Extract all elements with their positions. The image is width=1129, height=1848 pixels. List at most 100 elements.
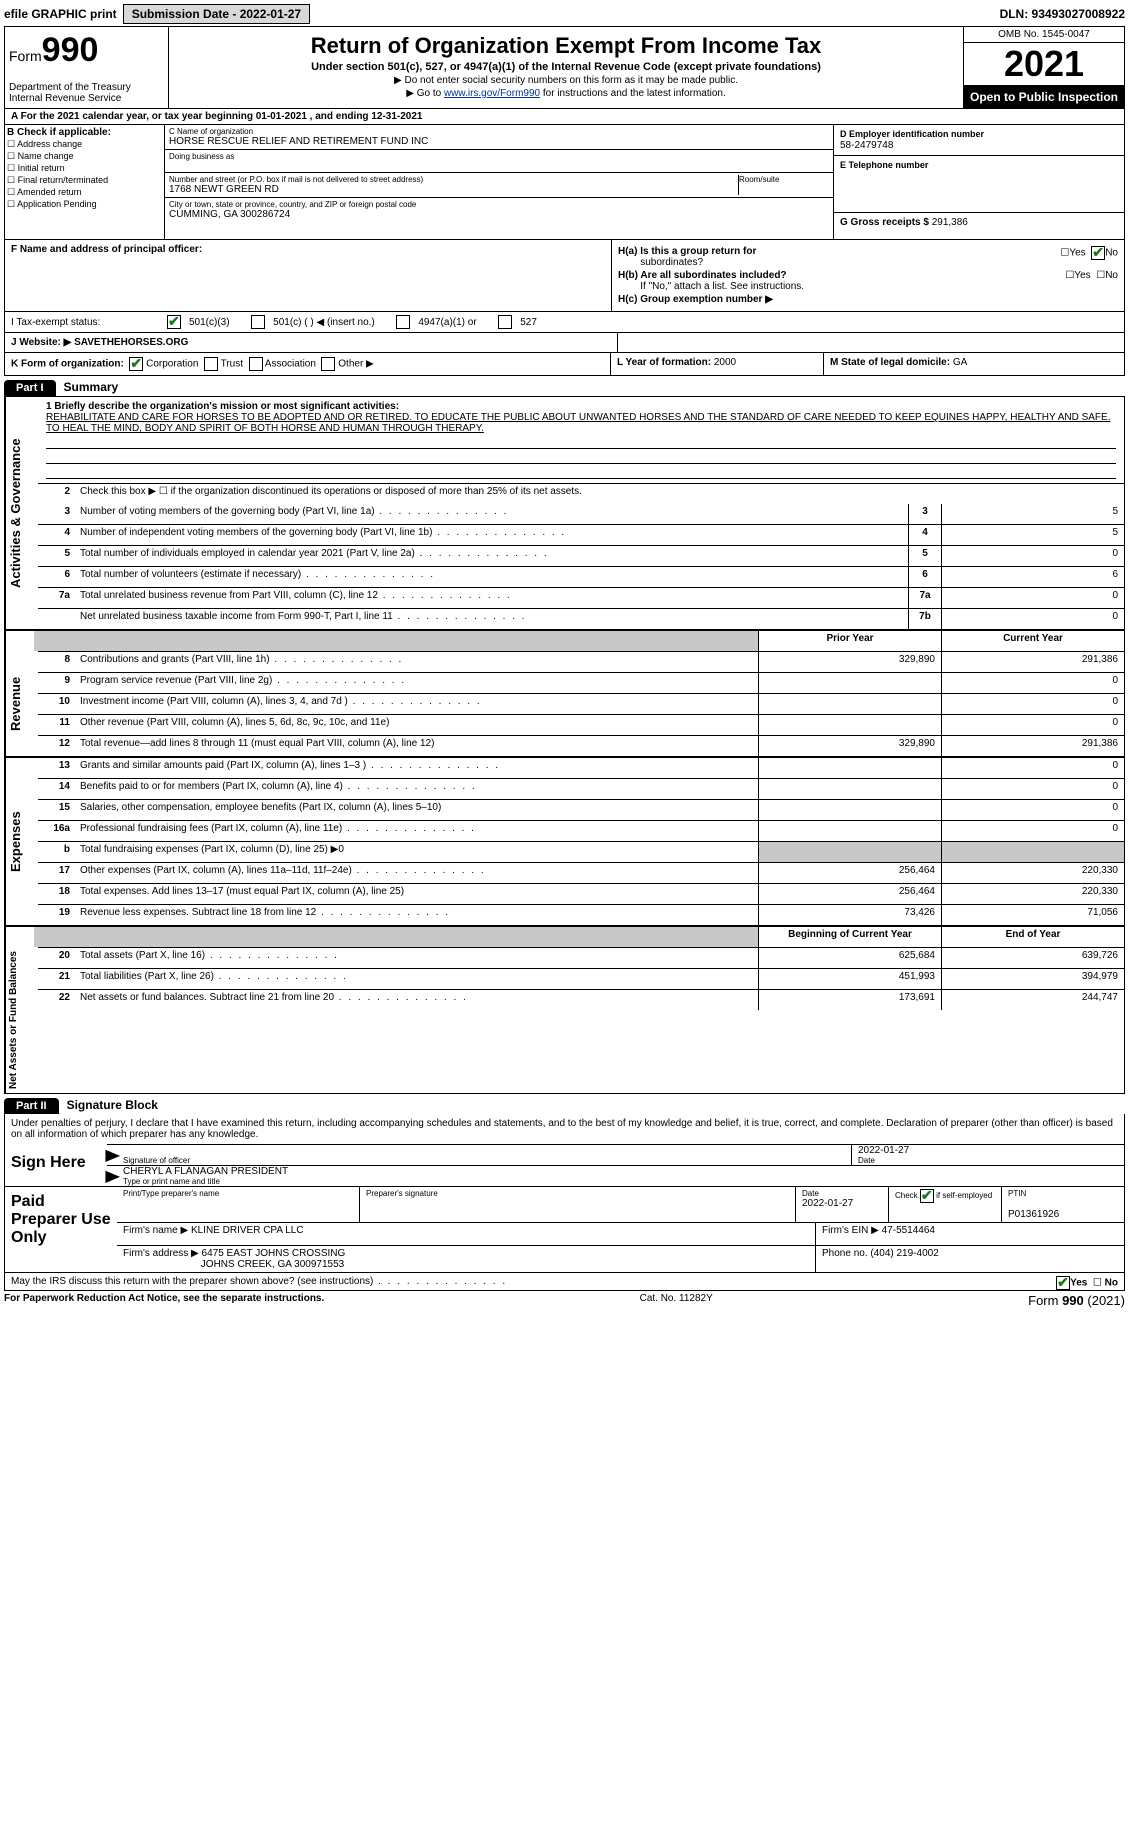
- footer-mid: Cat. No. 11282Y: [640, 1293, 713, 1308]
- officer-group-block: F Name and address of principal officer:…: [4, 240, 1125, 312]
- chk-4947[interactable]: [396, 315, 410, 329]
- h-c: H(c) Group exemption number ▶: [618, 294, 1118, 305]
- opt-assoc: Association: [265, 359, 316, 370]
- part2-title: Signature Block: [67, 1098, 158, 1112]
- c15: 0: [941, 800, 1124, 820]
- ha-no: No: [1105, 248, 1118, 259]
- l-label: L Year of formation:: [617, 357, 714, 368]
- hdr-curr: Current Year: [941, 631, 1124, 651]
- val-4: 5: [941, 525, 1124, 545]
- line-2: Check this box ▶ ☐ if the organization d…: [76, 484, 1124, 504]
- ein-value: 58-2479748: [840, 140, 893, 151]
- part1-badge: Part I: [4, 380, 56, 396]
- irs-link[interactable]: www.irs.gov/Form990: [444, 88, 540, 99]
- phone-label: E Telephone number: [840, 160, 928, 170]
- ptin-value: P01361926: [1008, 1209, 1059, 1220]
- line-11: Other revenue (Part VIII, column (A), li…: [76, 715, 758, 735]
- gross-label: G Gross receipts $: [840, 217, 932, 228]
- ha-text1: H(a) Is this a group return for: [618, 246, 756, 257]
- c21: 394,979: [941, 969, 1124, 989]
- sig-date: 2022-01-27: [858, 1145, 909, 1156]
- part1-title: Summary: [64, 380, 119, 394]
- mission-text: REHABILITATE AND CARE FOR HORSES TO BE A…: [46, 412, 1111, 434]
- opt-0: Address change: [17, 139, 82, 149]
- website-row: J Website: ▶ SAVETHEHORSES.ORG: [4, 333, 1125, 353]
- chk-trust[interactable]: [204, 357, 218, 371]
- paid-preparer-block: Paid Preparer Use Only Print/Type prepar…: [4, 1187, 1125, 1273]
- m-label: M State of legal domicile:: [830, 357, 953, 368]
- chk-527[interactable]: [498, 315, 512, 329]
- rule-3: [46, 464, 1116, 479]
- hb-no[interactable]: No: [1105, 270, 1118, 281]
- hdr-end: End of Year: [941, 927, 1124, 947]
- c13: 0: [941, 758, 1124, 778]
- discuss-no[interactable]: No: [1105, 1278, 1118, 1289]
- chk-501c3[interactable]: [167, 315, 181, 329]
- ha-no-check[interactable]: [1091, 246, 1105, 260]
- submission-date-button[interactable]: Submission Date - 2022-01-27: [123, 4, 310, 24]
- chk-self-employed[interactable]: [920, 1189, 934, 1203]
- side-net: Net Assets or Fund Balances: [5, 947, 38, 1093]
- prep-date-label: Date: [802, 1189, 882, 1198]
- chk-name-change[interactable]: ☐ Name change: [7, 151, 162, 162]
- opt-other: Other ▶: [338, 359, 373, 370]
- part1-box: Activities & Governance 1 Briefly descri…: [4, 396, 1125, 1094]
- p12: 329,890: [758, 736, 941, 756]
- ein-label: D Employer identification number: [840, 129, 984, 139]
- net-assets-section: Net Assets or Fund Balances 20Total asse…: [5, 947, 1124, 1093]
- rule-2: [46, 449, 1116, 464]
- chk-other[interactable]: [321, 357, 335, 371]
- opt-4: Amended return: [17, 187, 82, 197]
- discuss-yes: Yes: [1070, 1278, 1087, 1289]
- line-16b: Total fundraising expenses (Part IX, col…: [76, 842, 758, 862]
- val-6: 6: [941, 567, 1124, 587]
- line-16a: Professional fundraising fees (Part IX, …: [76, 821, 758, 841]
- discuss-yes-check[interactable]: [1056, 1276, 1070, 1290]
- col-header-row: Prior YearCurrent Year: [5, 629, 1124, 651]
- c16b: [941, 842, 1124, 862]
- form-number: Form990: [9, 31, 164, 70]
- city-label: City or town, state or province, country…: [169, 200, 829, 209]
- sign-here-label: Sign Here: [5, 1144, 107, 1186]
- box-d-g: D Employer identification number 58-2479…: [833, 125, 1124, 239]
- prep-name-label: Print/Type preparer's name: [123, 1189, 353, 1198]
- signature-block: Under penalties of perjury, I declare th…: [4, 1114, 1125, 1187]
- fr-pre: Form: [1028, 1293, 1062, 1308]
- ptin-label: PTIN: [1008, 1189, 1118, 1198]
- line-14: Benefits paid to or for members (Part IX…: [76, 779, 758, 799]
- prep-date: 2022-01-27: [802, 1198, 853, 1209]
- opt-501c: 501(c) ( ) ◀ (insert no.): [273, 317, 375, 328]
- box-b: B Check if applicable: ☐ Address change …: [5, 125, 165, 239]
- org-name-label: C Name of organization: [169, 127, 829, 136]
- p9: [758, 673, 941, 693]
- opt-3: Final return/terminated: [18, 175, 109, 185]
- fr-b: 990: [1062, 1293, 1084, 1308]
- firm-ein-label: Firm's EIN ▶: [822, 1225, 879, 1236]
- p10: [758, 694, 941, 714]
- chk-assoc[interactable]: [249, 357, 263, 371]
- chk-amended[interactable]: ☐ Amended return: [7, 187, 162, 198]
- c9: 0: [941, 673, 1124, 693]
- firm-name: KLINE DRIVER CPA LLC: [191, 1225, 304, 1236]
- line-8: Contributions and grants (Part VIII, lin…: [76, 652, 758, 672]
- sig-declaration: Under penalties of perjury, I declare th…: [5, 1114, 1124, 1144]
- chk-501c[interactable]: [251, 315, 265, 329]
- chk-final-return[interactable]: ☐ Final return/terminated: [7, 175, 162, 186]
- chk-address-change[interactable]: ☐ Address change: [7, 139, 162, 150]
- chk-initial-return[interactable]: ☐ Initial return: [7, 163, 162, 174]
- val-7b: 0: [941, 609, 1124, 629]
- form-subtitle: Under section 501(c), 527, or 4947(a)(1)…: [177, 61, 955, 73]
- opt-501c3: 501(c)(3): [189, 317, 230, 328]
- irs-label: Internal Revenue Service: [9, 93, 121, 104]
- line-4: Number of independent voting members of …: [76, 525, 908, 545]
- chk-corp[interactable]: [129, 357, 143, 371]
- ha-yes[interactable]: Yes: [1069, 248, 1085, 259]
- opt-1: Name change: [18, 151, 74, 161]
- chk-app-pending[interactable]: ☐ Application Pending: [7, 199, 162, 210]
- k-label: K Form of organization:: [11, 359, 124, 370]
- hb-yes[interactable]: Yes: [1074, 270, 1090, 281]
- form-prefix: Form: [9, 48, 42, 64]
- c10: 0: [941, 694, 1124, 714]
- line-6: Total number of volunteers (estimate if …: [76, 567, 908, 587]
- line-21: Total liabilities (Part X, line 26): [76, 969, 758, 989]
